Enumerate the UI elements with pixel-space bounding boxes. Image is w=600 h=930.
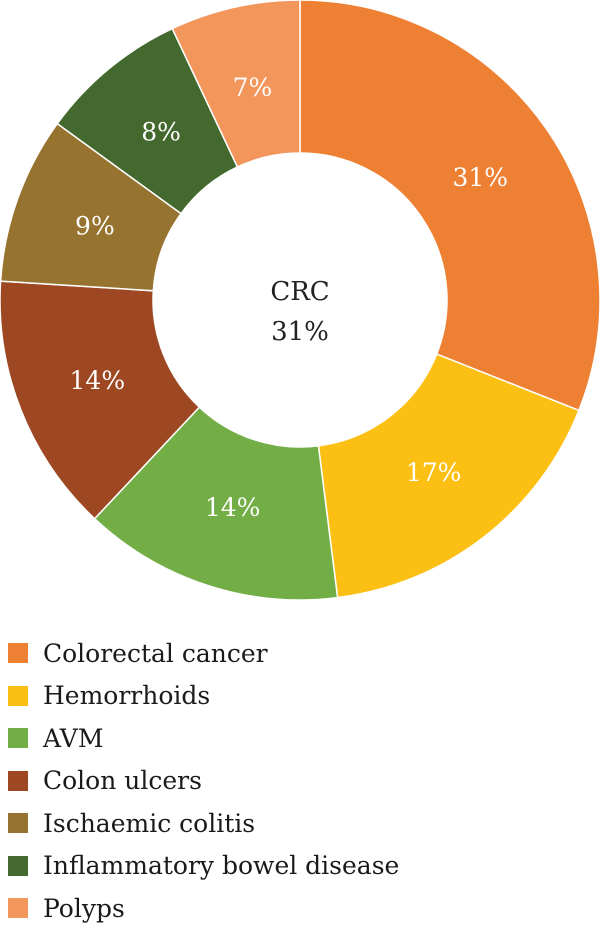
center-label: CRC 31% xyxy=(270,277,329,347)
donut-chart: 31% 17% 14% 14% 9% 8% 7% CRC 31% xyxy=(0,0,600,601)
legend-item: Hemorrhoids xyxy=(8,675,399,718)
legend-swatch xyxy=(8,898,28,919)
legend-item: Colorectal cancer xyxy=(8,632,399,675)
legend-label: AVM xyxy=(43,723,104,753)
legend-label: Polyps xyxy=(43,893,125,923)
legend-label: Inflammatory bowel disease xyxy=(43,851,400,881)
slice-colon-ulcers xyxy=(0,280,201,520)
legend-swatch xyxy=(8,685,28,706)
legend-label: Hemorrhoids xyxy=(43,681,211,711)
legend-swatch xyxy=(8,728,28,749)
slice-label-inflammatory-bowel-disease: 8% xyxy=(141,118,181,147)
slice-hemorrhoids xyxy=(317,353,580,599)
legend-label: Colon ulcers xyxy=(43,766,202,796)
slice-label-hemorrhoids: 17% xyxy=(406,458,462,487)
legend-item: AVM xyxy=(8,717,399,760)
slice-label-polyps: 7% xyxy=(233,73,273,102)
slice-label-colon-ulcers: 14% xyxy=(70,366,126,395)
legend-label: Colorectal cancer xyxy=(43,638,268,668)
slice-label-colorectal-cancer: 31% xyxy=(453,163,509,192)
donut-slices xyxy=(0,0,600,601)
legend-swatch xyxy=(8,643,28,664)
legend-swatch xyxy=(8,770,28,791)
legend-item: Inflammatory bowel disease xyxy=(8,845,399,888)
slice-colorectal-cancer xyxy=(299,0,600,412)
legend-label: Ischaemic colitis xyxy=(43,808,256,838)
legend-swatch xyxy=(8,855,28,876)
center-label-value: 31% xyxy=(271,317,329,347)
slice-polyps xyxy=(171,0,301,168)
legend-swatch xyxy=(8,813,28,834)
slice-avm xyxy=(93,406,339,601)
legend-item: Polyps xyxy=(8,887,399,930)
legend-item: Colon ulcers xyxy=(8,760,399,803)
slice-label-avm: 14% xyxy=(205,493,261,522)
legend: Colorectal cancer Hemorrhoids AVM Colon ulc… xyxy=(8,632,399,930)
center-label-name: CRC xyxy=(270,277,329,307)
slice-label-ischaemic-colitis: 9% xyxy=(75,212,115,241)
legend-item: Ischaemic colitis xyxy=(8,802,399,845)
slice-labels: 31% 17% 14% 14% 9% 8% 7% xyxy=(70,73,509,522)
